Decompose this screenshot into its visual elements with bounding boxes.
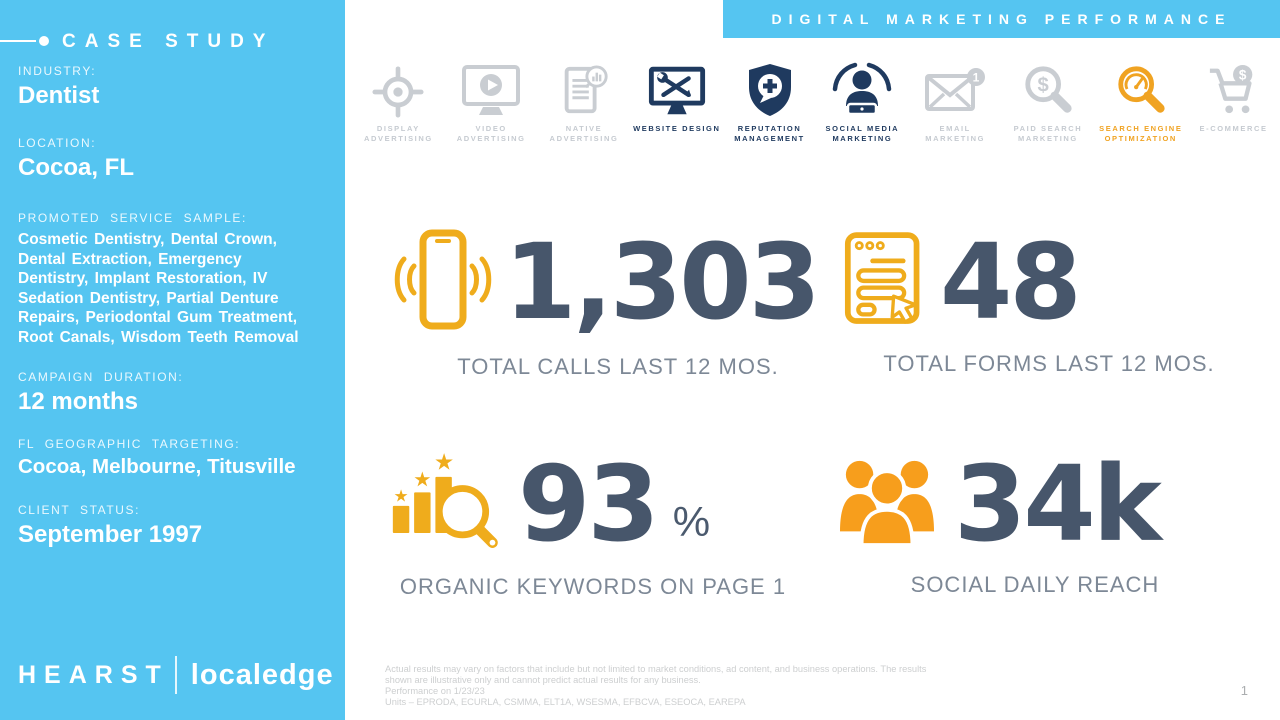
client-status-value: September 1997 bbox=[18, 521, 203, 548]
services-row: DISPLAY ADVERTISING VIDEO ADVERTISING bbox=[352, 58, 1280, 144]
footer-disclaimer: Actual results may vary on factors that … bbox=[385, 664, 930, 708]
hearst-localedge-logo: HEARST localedge bbox=[18, 656, 334, 694]
service-reputation-management: REPUTATION MANAGEMENT bbox=[723, 58, 816, 144]
logo-divider bbox=[174, 656, 177, 694]
stat-value: 93 bbox=[518, 443, 660, 565]
shield-plus-icon bbox=[745, 58, 795, 118]
services-sample-label: PROMOTED SERVICE SAMPLE: bbox=[18, 211, 247, 225]
stats-grid: 1,303 TOTAL CALLS LAST 12 MOS. bbox=[352, 192, 1280, 636]
badge-count: 1 bbox=[973, 71, 980, 85]
gauge-magnifier-icon bbox=[1114, 58, 1168, 118]
client-status-field: CLIENT STATUS: September 1997 bbox=[18, 503, 330, 548]
header-bar: DIGITAL MARKETING PERFORMANCE bbox=[723, 0, 1280, 38]
dollar-glyph: $ bbox=[1038, 74, 1049, 96]
campaign-duration-field: CAMPAIGN DURATION: 12 months bbox=[18, 370, 330, 415]
stat-total-calls: 1,303 TOTAL CALLS LAST 12 MOS. bbox=[352, 192, 821, 414]
dollar-glyph: $ bbox=[1238, 67, 1246, 82]
service-website-design: WEBSITE DESIGN bbox=[630, 58, 723, 144]
service-label: WEBSITE DESIGN bbox=[633, 124, 721, 133]
article-chart-icon bbox=[557, 58, 611, 118]
service-e-commerce: $ E-COMMERCE bbox=[1187, 58, 1280, 144]
localedge-wordmark: localedge bbox=[190, 658, 334, 691]
services-sample-value: Cosmetic Dentistry, Dental Crown, Dental… bbox=[18, 231, 299, 346]
client-status-label: CLIENT STATUS: bbox=[18, 503, 141, 517]
service-label: SEARCH ENGINE OPTIMIZATION bbox=[1099, 124, 1183, 143]
service-paid-search-marketing: $ PAID SEARCH MARKETING bbox=[1002, 58, 1095, 144]
monitor-tools-icon bbox=[647, 58, 707, 118]
service-label: NATIVE ADVERTISING bbox=[549, 124, 619, 143]
services-sample-field: PROMOTED SERVICE SAMPLE: Cosmetic Dentis… bbox=[18, 211, 330, 347]
campaign-duration-label: CAMPAIGN DURATION: bbox=[18, 370, 184, 384]
case-study-title: CASE STUDY bbox=[62, 31, 275, 52]
ringing-phone-icon bbox=[392, 227, 492, 338]
industry-field: INDUSTRY: Dentist bbox=[18, 64, 330, 109]
industry-label: INDUSTRY: bbox=[18, 64, 97, 78]
campaign-duration-value: 12 months bbox=[18, 388, 139, 415]
stat-total-forms: 48 TOTAL FORMS LAST 12 MOS. bbox=[818, 192, 1280, 414]
service-video-advertising: VIDEO ADVERTISING bbox=[445, 58, 538, 144]
service-label: PAID SEARCH MARKETING bbox=[1013, 124, 1083, 143]
stat-caption: TOTAL FORMS LAST 12 MOS. bbox=[883, 350, 1215, 376]
ranking-bars-magnifier-icon bbox=[388, 451, 506, 558]
cart-coin-icon: $ bbox=[1206, 58, 1262, 118]
dollar-magnifier-icon: $ bbox=[1021, 58, 1075, 118]
service-label: DISPLAY ADVERTISING bbox=[363, 124, 433, 143]
target-icon bbox=[372, 58, 424, 118]
web-form-icon bbox=[844, 230, 928, 335]
service-native-advertising: NATIVE ADVERTISING bbox=[538, 58, 631, 144]
units-list: Units – EPRODA, ECURLA, CSMMA, ELT1A, WS… bbox=[385, 697, 746, 707]
stat-caption: ORGANIC KEYWORDS ON PAGE 1 bbox=[399, 573, 787, 599]
accent-line bbox=[0, 40, 36, 42]
geo-targeting-label: FL GEOGRAPHIC TARGETING: bbox=[18, 437, 241, 451]
stat-organic-keywords: 93 % ORGANIC KEYWORDS ON PAGE 1 bbox=[352, 414, 818, 636]
service-label: VIDEO ADVERTISING bbox=[456, 124, 526, 143]
location-value: Cocoa, FL bbox=[18, 154, 135, 181]
service-search-engine-optimization: SEARCH ENGINE OPTIMIZATION bbox=[1094, 58, 1187, 144]
stat-suffix: % bbox=[672, 497, 711, 545]
accent-dot bbox=[39, 36, 49, 46]
geo-targeting-value: Cocoa, Melbourne, Titusville bbox=[18, 455, 296, 478]
envelope-badge-icon: 1 bbox=[924, 58, 986, 118]
page-title: DIGITAL MARKETING PERFORMANCE bbox=[771, 11, 1232, 27]
industry-value: Dentist bbox=[18, 82, 100, 109]
stat-value: 48 bbox=[939, 221, 1082, 343]
performance-date: Performance on 1/23/23 bbox=[385, 686, 485, 696]
person-laptop-icon bbox=[830, 58, 894, 118]
sidebar: CASE STUDY INDUSTRY: Dentist LOCATION: C… bbox=[0, 0, 345, 720]
service-label: E-COMMERCE bbox=[1199, 124, 1268, 133]
service-email-marketing: 1 EMAIL MARKETING bbox=[909, 58, 1002, 144]
stat-caption: TOTAL CALLS LAST 12 MOS. bbox=[457, 353, 779, 379]
video-monitor-icon bbox=[461, 58, 521, 118]
stat-caption: SOCIAL DAILY REACH bbox=[910, 572, 1160, 597]
stat-value: 34k bbox=[953, 443, 1162, 565]
service-label: REPUTATION MANAGEMENT bbox=[734, 124, 805, 143]
service-label: SOCIAL MEDIA MARKETING bbox=[825, 124, 900, 143]
hearst-wordmark: HEARST bbox=[18, 660, 169, 689]
service-display-advertising: DISPLAY ADVERTISING bbox=[352, 58, 445, 144]
service-social-media-marketing: SOCIAL MEDIA MARKETING bbox=[816, 58, 909, 144]
stat-social-daily-reach: 34k SOCIAL DAILY REACH bbox=[818, 414, 1280, 636]
service-label: EMAIL MARKETING bbox=[925, 124, 986, 143]
location-field: LOCATION: Cocoa, FL bbox=[18, 136, 330, 181]
disclaimer-text: Actual results may vary on factors that … bbox=[385, 664, 927, 685]
stat-value: 1,303 bbox=[504, 221, 821, 343]
page-number: 1 bbox=[1240, 683, 1248, 698]
audience-group-icon bbox=[832, 455, 942, 554]
geo-targeting-field: FL GEOGRAPHIC TARGETING: Cocoa, Melbourn… bbox=[18, 437, 330, 478]
location-label: LOCATION: bbox=[18, 136, 97, 150]
